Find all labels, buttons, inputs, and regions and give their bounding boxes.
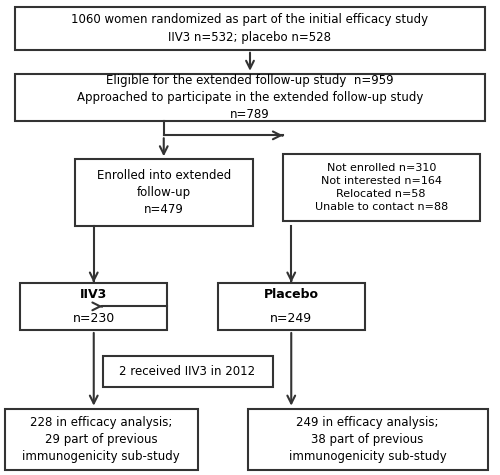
Text: 249 in efficacy analysis;
38 part of previous
immunogenicity sub-study: 249 in efficacy analysis; 38 part of pre…	[288, 416, 446, 463]
FancyBboxPatch shape	[102, 356, 272, 387]
FancyBboxPatch shape	[15, 74, 485, 121]
Text: Enrolled into extended
follow-up
n=479: Enrolled into extended follow-up n=479	[96, 169, 231, 216]
Text: Eligible for the extended follow-up study  n=959
Approached to participate in th: Eligible for the extended follow-up stud…	[77, 74, 423, 121]
Text: 2 received IIV3 in 2012: 2 received IIV3 in 2012	[120, 365, 256, 378]
FancyBboxPatch shape	[282, 154, 480, 221]
Text: IIV3: IIV3	[80, 288, 108, 301]
FancyBboxPatch shape	[75, 159, 252, 226]
Text: 1060 women randomized as part of the initial efficacy study
IIV3 n=532; placebo : 1060 women randomized as part of the ini…	[72, 13, 428, 44]
FancyBboxPatch shape	[248, 408, 488, 470]
FancyBboxPatch shape	[20, 283, 168, 330]
FancyBboxPatch shape	[5, 408, 198, 470]
Text: Placebo: Placebo	[264, 288, 319, 301]
Text: 228 in efficacy analysis;
29 part of previous
immunogenicity sub-study: 228 in efficacy analysis; 29 part of pre…	[22, 416, 180, 463]
Text: Not enrolled n=310
Not interested n=164
Relocated n=58
Unable to contact n=88: Not enrolled n=310 Not interested n=164 …	[314, 163, 448, 212]
Text: n=249: n=249	[270, 312, 312, 325]
Text: n=230: n=230	[72, 312, 115, 325]
FancyBboxPatch shape	[15, 7, 485, 50]
FancyBboxPatch shape	[218, 283, 365, 330]
